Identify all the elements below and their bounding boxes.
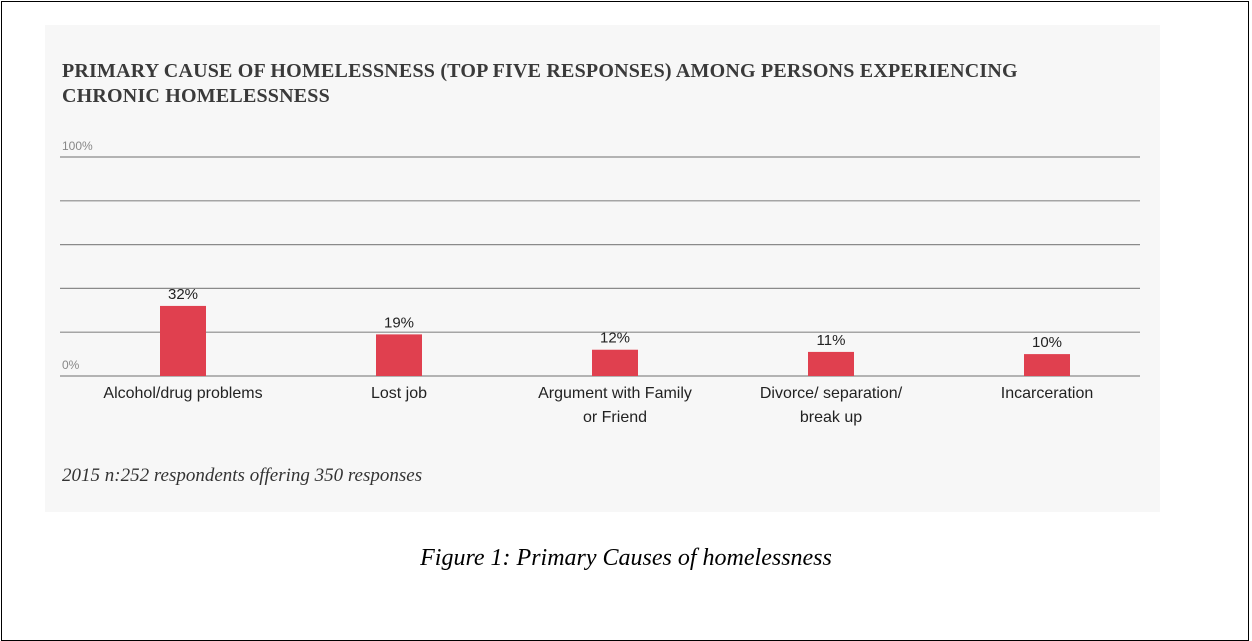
bar: [376, 334, 422, 376]
y-tick-label: 100%: [62, 139, 93, 153]
bar: [808, 351, 854, 376]
plot: 32% 19% 12% 11% 10%: [60, 156, 1140, 377]
y-tick-label: 0%: [62, 358, 80, 372]
bar: [1024, 354, 1070, 376]
chart-title: PRIMARY CAUSE OF HOMELESSNESS (TOP FIVE …: [62, 60, 1018, 107]
caption: Figure 1: Primary Causes of homelessness: [420, 545, 832, 571]
value-label: 19%: [384, 314, 414, 331]
value-label: 32%: [168, 286, 198, 303]
note: 2015 n:252 respondents offering 350 resp…: [62, 465, 423, 486]
x-tick-label: Lost job: [370, 385, 428, 402]
x-tick-label: Divorce/ separation/ break up: [759, 385, 903, 426]
x-tick-label: Alcohol/drug problems: [103, 385, 263, 402]
chart: PRIMARY CAUSE OF HOMELESSNESS (TOP FIVE …: [45, 25, 1160, 512]
bar: [160, 305, 206, 376]
value-label: 12%: [600, 330, 630, 347]
x-tick-label: Incarceration: [1000, 385, 1094, 402]
bar: [592, 349, 638, 376]
value-label: 11%: [817, 332, 846, 349]
value-label: 10%: [1032, 334, 1062, 351]
x-tick-label: Argument with Family or Friend: [538, 385, 692, 426]
